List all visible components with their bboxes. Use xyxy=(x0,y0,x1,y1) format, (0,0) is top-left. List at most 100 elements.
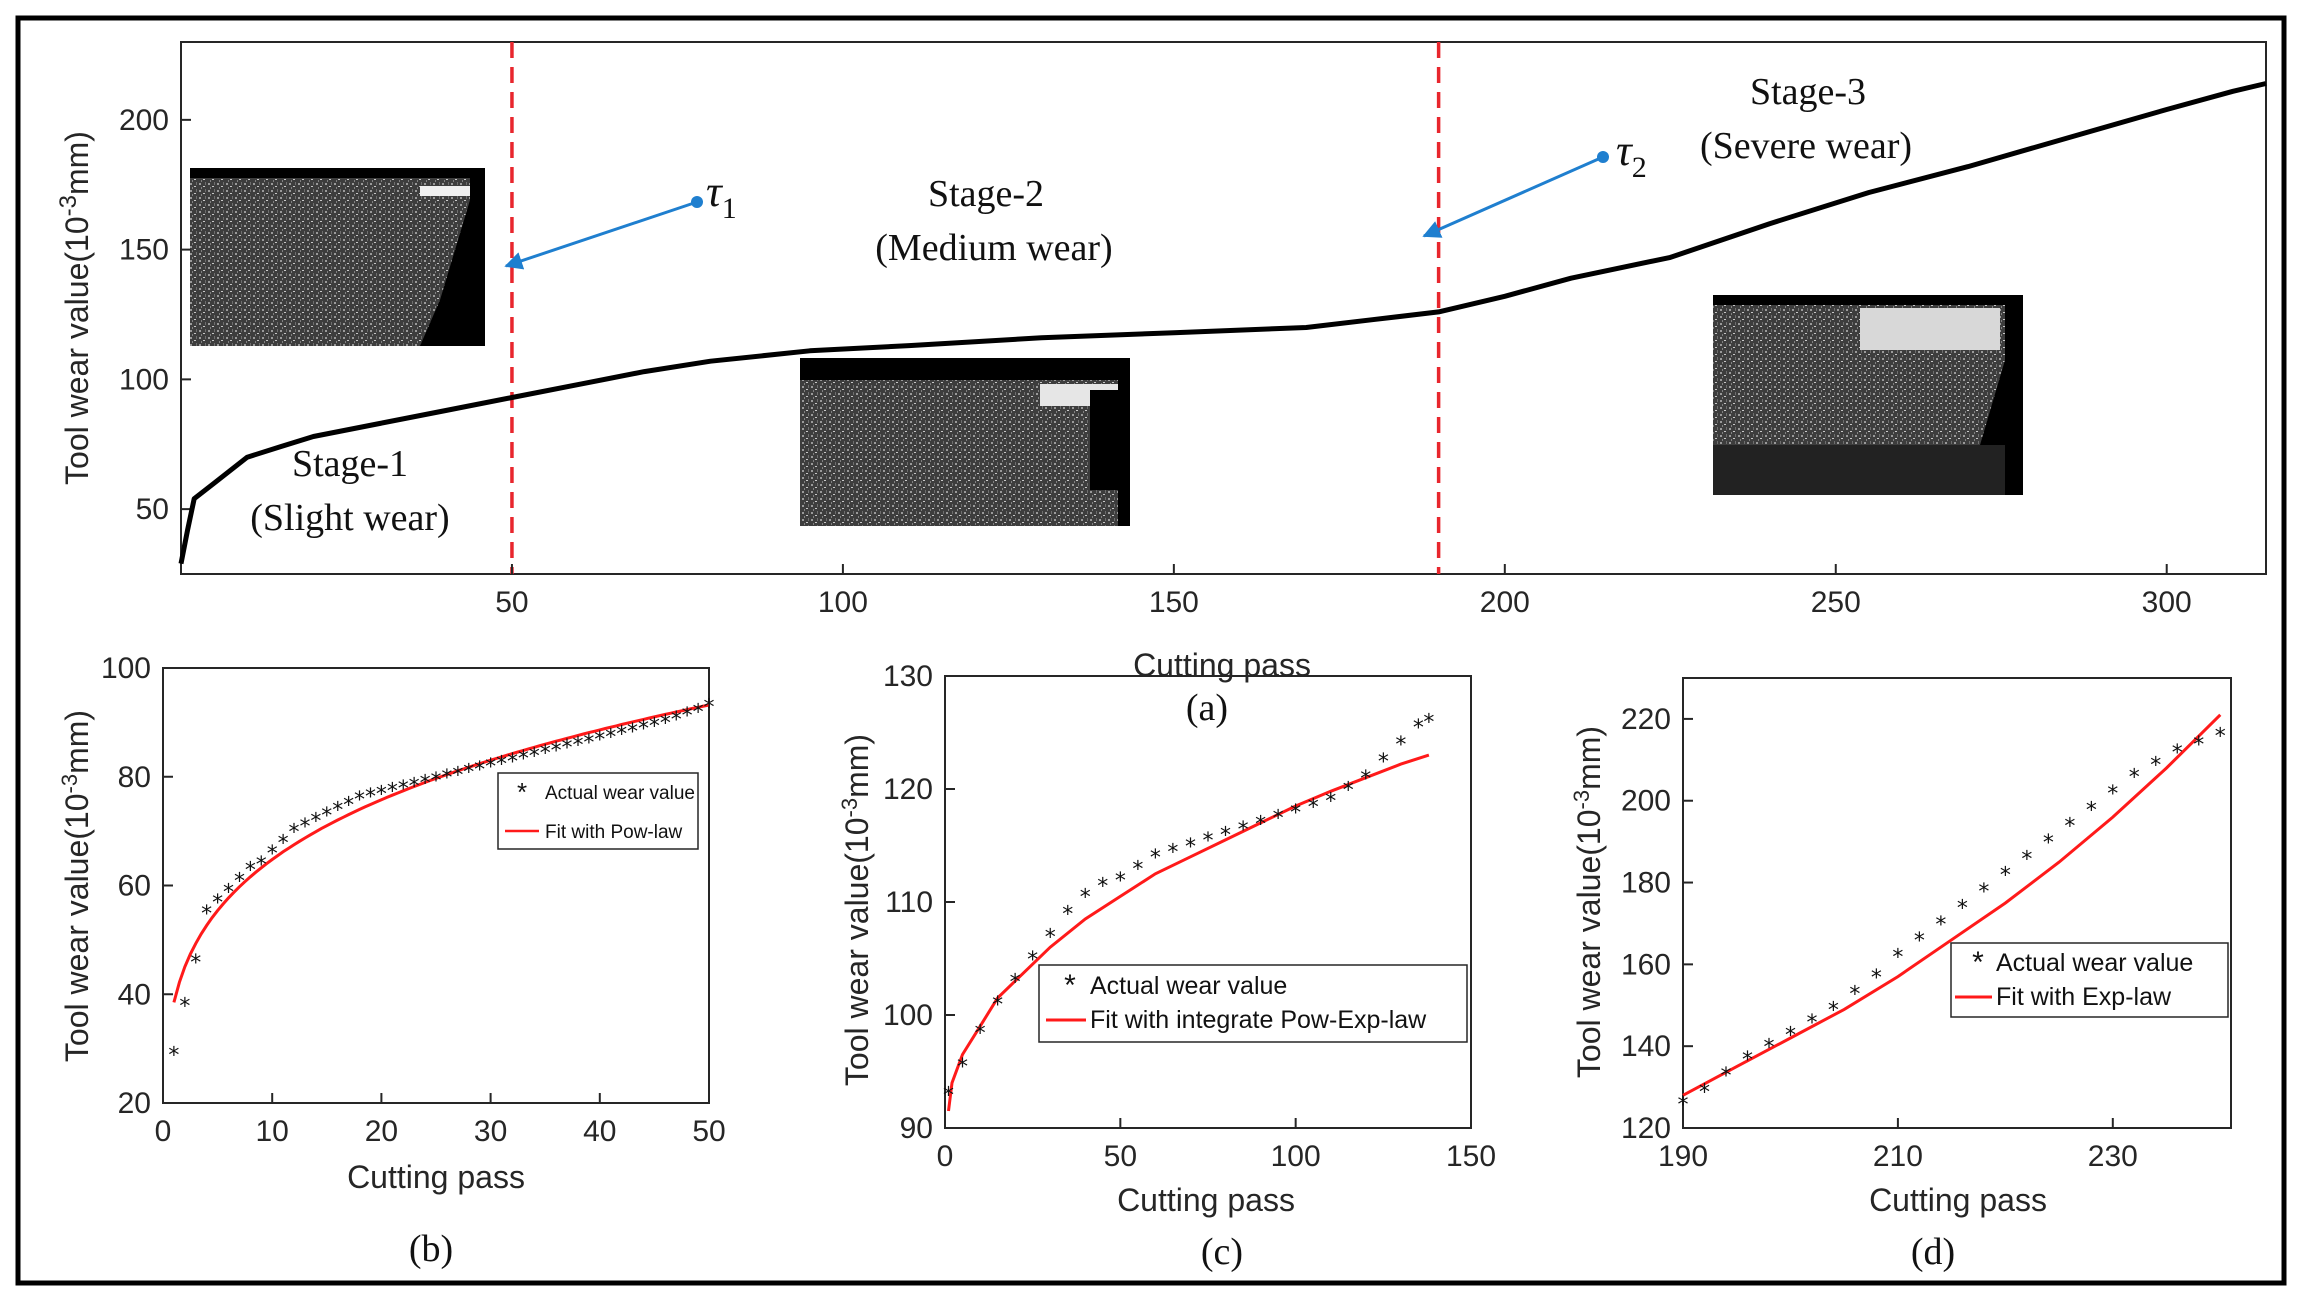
c-data-point: * xyxy=(1167,841,1178,866)
svg-text:Tool wear value(10-3mm): Tool wear value(10-3mm) xyxy=(837,734,875,1086)
main-plot-area xyxy=(180,41,2267,575)
b-data-point: * xyxy=(212,891,223,916)
main-xtick-label: 100 xyxy=(818,586,868,619)
b-data-point: * xyxy=(463,761,474,786)
d-data-point: * xyxy=(1763,1036,1774,1061)
c-data-point: * xyxy=(1413,716,1424,741)
b-data-point: * xyxy=(704,695,715,720)
b-data-point: * xyxy=(507,750,518,775)
b-ytick-label: 40 xyxy=(118,978,151,1011)
c-data-point: * xyxy=(1360,767,1371,792)
svg-text:*: * xyxy=(1064,969,1076,1002)
c-data-point: * xyxy=(1203,829,1214,854)
stage-3-label: Stage-3 xyxy=(1750,71,1866,113)
d-ytick-label: 160 xyxy=(1621,948,1671,981)
svg-text:Tool wear value(10-3mm): Tool wear value(10-3mm) xyxy=(55,131,95,485)
b-data-point: * xyxy=(496,753,507,778)
c-xtick-label: 50 xyxy=(1104,1140,1137,1173)
b-data-point: * xyxy=(616,723,627,748)
main-xtick-label: 300 xyxy=(2142,586,2192,619)
d-data-point: * xyxy=(1871,966,1882,991)
b-data-point: * xyxy=(376,782,387,807)
tau1-arrow xyxy=(504,200,698,270)
stage-2-desc: (Medium wear) xyxy=(875,227,1112,269)
c-ytick-label: 110 xyxy=(885,886,933,919)
chart-c-legend-actual: Actual wear value xyxy=(1090,972,1287,1000)
tau2-label: τ2 xyxy=(1616,126,1647,184)
d-ytick-label: 120 xyxy=(1621,1112,1671,1145)
chart-b-legend-actual: Actual wear value xyxy=(545,783,695,804)
tau1-label: τ1 xyxy=(706,167,737,225)
b-xtick-label: 0 xyxy=(155,1115,172,1148)
d-data-point: * xyxy=(1914,929,1925,954)
d-data-point: * xyxy=(1742,1048,1753,1073)
b-data-point: * xyxy=(343,793,354,818)
b-xtick-label: 20 xyxy=(365,1115,398,1148)
d-data-point: * xyxy=(1806,1011,1817,1036)
d-ytick-label: 180 xyxy=(1621,867,1671,900)
main-chart: 50 100 150 200 250 300 50 100 150 200 Stage-1 (S… xyxy=(55,41,2267,729)
c-data-point: * xyxy=(1343,778,1354,803)
chart-b-legend: * Actual wear value Fit with Pow-law xyxy=(497,772,699,850)
b-data-point: * xyxy=(649,714,660,739)
b-data-point: * xyxy=(299,815,310,840)
caption-a: (a) xyxy=(1186,687,1228,729)
d-data-point: * xyxy=(2107,782,2118,807)
b-data-point: * xyxy=(267,842,278,867)
c-data-point: * xyxy=(1062,903,1073,928)
main-xtick-label: 150 xyxy=(1149,586,1199,619)
main-ytick-label: 200 xyxy=(119,104,169,137)
c-data-point: * xyxy=(1238,818,1249,843)
svg-text:Tool wear value(10-3mm): Tool wear value(10-3mm) xyxy=(57,710,95,1062)
b-xtick-label: 40 xyxy=(583,1115,616,1148)
c-data-point: * xyxy=(992,993,1003,1018)
chart-d-legend-actual: Actual wear value xyxy=(1996,949,2193,977)
c-data-point: * xyxy=(1220,824,1231,849)
chart-d-xlabel: Cutting pass xyxy=(1869,1182,2047,1218)
b-data-point: * xyxy=(201,902,212,927)
main-xtick-label: 50 xyxy=(495,586,528,619)
d-data-point: * xyxy=(1957,896,1968,921)
c-xtick-label: 100 xyxy=(1271,1140,1321,1173)
c-xtick-label: 150 xyxy=(1446,1140,1496,1173)
wear-image-severe xyxy=(1713,295,2023,495)
wear-curve xyxy=(178,81,2267,565)
c-data-point: * xyxy=(1132,857,1143,882)
d-data-point: * xyxy=(1978,880,1989,905)
b-data-point: * xyxy=(682,704,693,729)
c-data-point: * xyxy=(1027,948,1038,973)
d-data-point: * xyxy=(1699,1081,1710,1106)
main-xtick-label: 250 xyxy=(1811,586,1861,619)
c-data-point: * xyxy=(1395,733,1406,758)
c-data-point: * xyxy=(1378,750,1389,775)
b-data-point: * xyxy=(627,720,638,745)
tau2-arrow xyxy=(1422,155,1604,238)
b-data-point: * xyxy=(321,804,332,829)
chart-d-ylabel: Tool wear value(10-3mm) xyxy=(1569,726,1607,1078)
c-data-point: * xyxy=(1150,846,1161,871)
caption-d: (d) xyxy=(1911,1231,1955,1273)
stage-1-desc: (Slight wear) xyxy=(250,497,449,539)
wear-image-slight xyxy=(190,168,485,346)
b-data-point: * xyxy=(332,799,343,824)
c-data-point: * xyxy=(957,1055,968,1080)
d-data-point: * xyxy=(1892,946,1903,971)
b-xtick-label: 10 xyxy=(256,1115,289,1148)
figure-frame xyxy=(15,15,2287,1286)
stage-2-label: Stage-2 xyxy=(928,173,1044,215)
d-data-point: * xyxy=(2064,815,2075,840)
b-data-point: * xyxy=(693,700,704,725)
b-data-point: * xyxy=(168,1043,179,1068)
b-data-point: * xyxy=(441,766,452,791)
svg-text:*: * xyxy=(517,777,527,807)
d-data-point: * xyxy=(2021,847,2032,872)
c-data-point: * xyxy=(1185,835,1196,860)
main-xlabel: Cutting pass xyxy=(1133,647,1311,683)
chart-d-plot-area xyxy=(1682,677,2232,1129)
b-data-point: * xyxy=(354,788,365,813)
c-ytick-label: 100 xyxy=(883,999,933,1032)
b-ytick-label: 60 xyxy=(118,870,151,903)
chart-b-fit-line xyxy=(172,703,710,1003)
